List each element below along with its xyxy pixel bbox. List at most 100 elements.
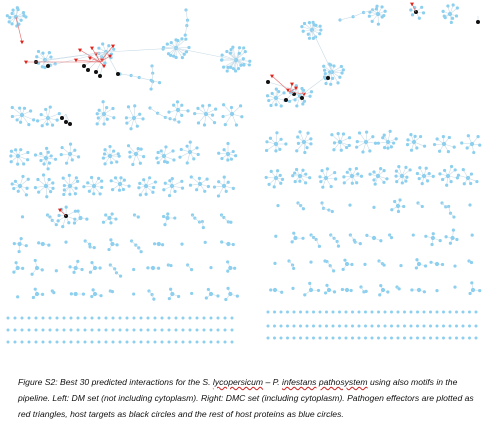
host-protein-node [156, 266, 161, 270]
host-protein-node [15, 265, 20, 271]
host-protein-node [62, 316, 66, 320]
host-protein-node [216, 328, 220, 332]
host-protein-node [455, 336, 458, 340]
interaction-edge [44, 51, 107, 61]
host-protein-node [226, 286, 230, 290]
host-protein-node [161, 45, 166, 50]
host-protein-node [67, 221, 71, 225]
host-protein-node [322, 64, 326, 68]
host-protein-node [339, 148, 343, 152]
host-protein-node [293, 235, 298, 241]
host-protein-node [39, 152, 43, 156]
pathogen-effector-node [290, 82, 294, 87]
host-protein-node [229, 220, 233, 224]
interaction-edge [235, 59, 250, 62]
host-protein-node [462, 182, 466, 186]
host-protein-node [142, 178, 146, 182]
host-protein-node [223, 340, 227, 344]
host-protein-node [334, 177, 338, 181]
caption-middle: – P. [263, 377, 283, 387]
host-protein-node [455, 6, 459, 10]
host-protein-node [312, 310, 315, 314]
host-protein-node [442, 324, 445, 328]
host-protein-node [98, 266, 102, 270]
host-protein-node [96, 116, 100, 120]
host-protein-node [64, 161, 69, 165]
host-protein-node [217, 180, 221, 184]
host-protein-node [8, 16, 12, 20]
host-protein-node [83, 340, 87, 344]
host-protein-node [117, 188, 122, 192]
host-protein-node [392, 141, 396, 145]
host-protein-node [301, 29, 305, 33]
host-protein-node [128, 155, 132, 159]
host-protein-node [355, 145, 359, 149]
host-protein-node [90, 340, 94, 344]
interaction-edge [222, 54, 237, 61]
host-protein-node [297, 173, 303, 179]
host-protein-node [175, 100, 180, 104]
host-protein-node [394, 174, 398, 178]
host-protein-node [118, 316, 122, 320]
host-protein-node [389, 145, 393, 149]
host-protein-node [349, 288, 353, 293]
host-protein-node [470, 287, 476, 293]
host-protein-node [338, 75, 342, 79]
host-protein-node [162, 188, 166, 192]
host-protein-node [29, 109, 33, 113]
host-protein-node [279, 181, 283, 185]
host-protein-node [408, 168, 412, 172]
host-protein-node [347, 136, 352, 140]
host-protein-node [468, 336, 471, 340]
host-protein-node [429, 260, 433, 264]
host-protein-node [101, 111, 107, 117]
host-protein-node [175, 107, 181, 113]
host-protein-node [137, 186, 141, 190]
host-protein-node [265, 94, 270, 98]
host-protein-node [73, 291, 78, 297]
host-protein-node [172, 103, 176, 107]
host-protein-node [465, 146, 469, 150]
caption-prefix: Figure S2: Best 30 predicted interaction… [18, 377, 213, 387]
host-protein-node [417, 177, 421, 181]
host-protein-node [20, 328, 24, 332]
host-protein-node [418, 166, 422, 170]
host-protein-node [286, 310, 289, 314]
host-protein-node [237, 51, 241, 55]
caption-species-word: lycopersicum [212, 377, 264, 387]
host-protein-node [181, 340, 185, 344]
host-protein-node [167, 296, 171, 301]
host-protein-node [290, 240, 294, 244]
host-protein-node [125, 316, 129, 320]
host-protein-node [180, 37, 184, 41]
host-protein-node [336, 244, 341, 248]
host-protein-node [13, 179, 18, 183]
host-protein-node [10, 182, 14, 186]
host-protein-node [296, 135, 300, 139]
host-protein-node [229, 47, 233, 52]
host-protein-node [222, 175, 226, 179]
host-protein-node [55, 328, 59, 332]
interaction-edge [311, 29, 333, 73]
host-protein-node [19, 148, 23, 152]
host-protein-node [372, 178, 376, 182]
host-protein-node [422, 144, 427, 148]
host-protein-node [275, 131, 279, 135]
host-protein-node [100, 185, 104, 190]
host-protein-node [382, 169, 386, 173]
host-protein-node [89, 175, 94, 180]
host-protein-node [460, 141, 464, 145]
host-protein-node [242, 62, 246, 67]
host-protein-node [129, 73, 133, 78]
host-protein-node [303, 293, 307, 297]
host-protein-node [61, 225, 65, 229]
host-protein-node [364, 289, 368, 293]
host-protein-node [442, 310, 445, 314]
pathogen-effector-node [90, 46, 94, 51]
host-protein-node [55, 340, 59, 344]
host-protein-node [308, 94, 312, 98]
host-protein-node [379, 239, 383, 243]
host-protein-node [88, 242, 92, 246]
host-protein-node [273, 175, 279, 181]
host-protein-node [302, 99, 307, 103]
